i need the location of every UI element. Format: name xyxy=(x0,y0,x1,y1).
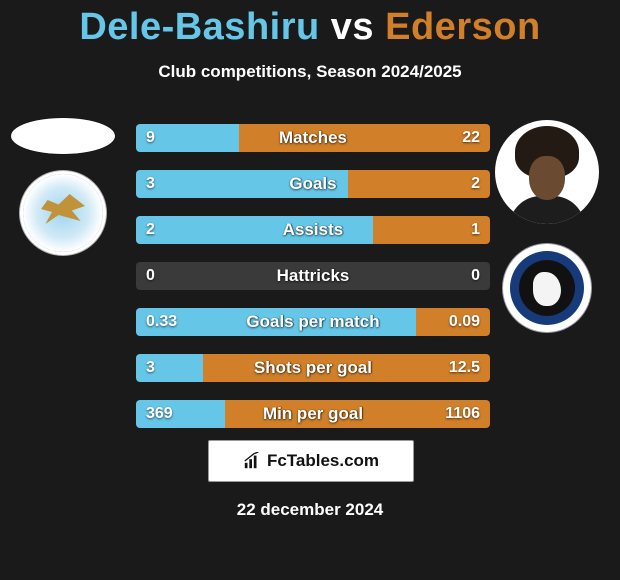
stat-row: Matches922 xyxy=(136,124,490,152)
player2-avatar xyxy=(495,120,599,224)
player2-club-badge xyxy=(503,244,591,332)
bar-left xyxy=(136,308,416,336)
left-column xyxy=(8,110,118,252)
bar-left xyxy=(136,400,225,428)
bar-left xyxy=(136,124,239,152)
bar-left xyxy=(136,216,373,244)
bar-right xyxy=(313,262,490,290)
chart-icon xyxy=(243,452,261,470)
bar-left xyxy=(136,262,313,290)
bar-left xyxy=(136,170,348,198)
stat-row: Hattricks00 xyxy=(136,262,490,290)
stat-row: Goals per match0.330.09 xyxy=(136,308,490,336)
stats-bars: Matches922 Goals32 Assists21 Hattricks00 Goa… xyxy=(136,124,490,446)
watermark-text: FcTables.com xyxy=(267,451,379,471)
right-column xyxy=(492,120,602,332)
bar-right xyxy=(203,354,490,382)
stat-row: Assists21 xyxy=(136,216,490,244)
page: Dele-Bashiru vs Ederson Club competition… xyxy=(0,0,620,580)
player1-club-badge xyxy=(23,174,103,252)
stat-row: Goals32 xyxy=(136,170,490,198)
subtitle: Club competitions, Season 2024/2025 xyxy=(0,62,620,82)
stat-row: Min per goal3691106 xyxy=(136,400,490,428)
player2-avatar-shoulders xyxy=(509,196,585,224)
bar-left xyxy=(136,354,203,382)
page-title: Dele-Bashiru vs Ederson xyxy=(0,6,620,49)
player2-name: Ederson xyxy=(385,6,541,48)
watermark: FcTables.com xyxy=(208,440,414,482)
bar-right xyxy=(225,400,491,428)
footer-date: 22 december 2024 xyxy=(0,500,620,520)
stat-row: Shots per goal312.5 xyxy=(136,354,490,382)
player1-avatar xyxy=(11,118,115,154)
bar-right xyxy=(416,308,490,336)
bar-right xyxy=(239,124,490,152)
atalanta-head-icon xyxy=(533,272,561,306)
bar-right xyxy=(348,170,490,198)
vs-text: vs xyxy=(331,6,374,48)
bar-right xyxy=(373,216,490,244)
player1-name: Dele-Bashiru xyxy=(79,6,319,48)
